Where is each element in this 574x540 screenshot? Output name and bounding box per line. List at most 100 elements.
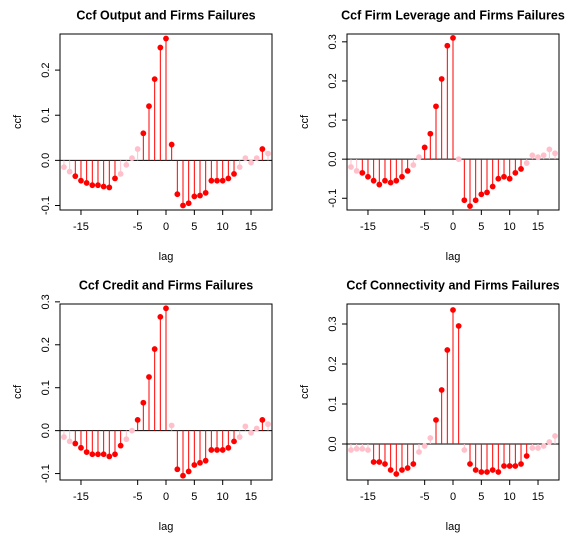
point [540, 152, 547, 159]
point [421, 443, 428, 449]
point [197, 192, 203, 199]
point [506, 175, 513, 182]
point [185, 200, 192, 207]
x-axis-label: lag [159, 521, 174, 533]
point [353, 445, 360, 452]
chart-title: Ccf Output and Firms Failures [76, 8, 255, 22]
point [180, 472, 186, 479]
point [365, 447, 371, 453]
point [546, 439, 553, 445]
point [348, 447, 354, 453]
point [404, 465, 411, 471]
chart-title: Ccf Firm Leverage and Firms Failures [341, 8, 565, 22]
point [376, 181, 383, 188]
x-tick-label: -5 [133, 221, 143, 233]
point [168, 141, 175, 148]
x-tick-label: 5 [478, 221, 484, 233]
point [185, 468, 192, 475]
point [370, 459, 377, 465]
point [540, 443, 547, 449]
point [225, 444, 232, 451]
y-tick-label: 0.0 [40, 153, 52, 168]
point [444, 42, 451, 49]
point [489, 467, 496, 473]
point [151, 346, 158, 352]
point [416, 154, 422, 161]
point [393, 177, 400, 184]
y-axis-label: ccf [299, 384, 311, 399]
y-tick-label: 0.3 [327, 316, 339, 331]
point [174, 191, 181, 198]
point [444, 347, 451, 353]
x-tick-label: 5 [191, 221, 197, 233]
point [518, 461, 524, 467]
point [78, 177, 84, 184]
x-tick-label: 15 [245, 221, 257, 233]
y-tick-label: 0.2 [327, 356, 339, 371]
point [472, 197, 479, 204]
point [478, 469, 485, 475]
point [242, 155, 249, 162]
point [427, 130, 434, 137]
point [523, 453, 530, 459]
point [399, 467, 405, 473]
point [106, 453, 113, 460]
point [202, 457, 209, 464]
point [219, 447, 226, 453]
point [370, 177, 377, 184]
point [359, 169, 366, 176]
point [61, 164, 67, 171]
point [231, 438, 237, 445]
x-tick-label: -15 [360, 221, 376, 233]
point [197, 459, 203, 466]
point [214, 447, 220, 453]
point [529, 445, 536, 451]
point [535, 154, 541, 161]
y-tick-label: 0.0 [40, 423, 52, 438]
point [123, 161, 130, 168]
point [495, 175, 502, 182]
point [421, 144, 428, 151]
point [472, 467, 479, 473]
point [404, 167, 411, 174]
y-axis-label: ccf [299, 114, 311, 129]
point [359, 445, 366, 452]
point [66, 438, 73, 445]
point [140, 130, 147, 137]
point [112, 451, 118, 458]
y-tick-label: 0.2 [327, 73, 339, 88]
point [512, 463, 519, 469]
point [253, 155, 260, 162]
y-tick-label: 0.1 [327, 396, 339, 411]
chart-title: Ccf Connectivity and Firms Failures [346, 278, 559, 292]
x-tick-label: 10 [504, 221, 516, 233]
point [433, 417, 439, 423]
point [134, 417, 141, 423]
point [95, 182, 101, 189]
point [106, 184, 113, 191]
point [484, 189, 490, 196]
point [546, 146, 553, 153]
point [61, 434, 67, 440]
y-tick-label: -0.1 [40, 196, 52, 215]
point [259, 417, 266, 423]
point [376, 459, 383, 465]
point [265, 150, 271, 157]
point [535, 445, 541, 451]
point [208, 177, 215, 184]
point [123, 436, 130, 443]
point [140, 399, 147, 406]
y-tick-label: 0.0 [327, 152, 339, 167]
point [518, 166, 524, 172]
point [146, 103, 152, 110]
point [242, 423, 249, 430]
point [387, 467, 394, 473]
point [83, 449, 90, 455]
point [438, 76, 445, 82]
point [450, 35, 456, 41]
point [191, 193, 198, 200]
point [225, 175, 232, 182]
point [438, 387, 445, 393]
x-tick-label: 5 [478, 491, 484, 503]
y-tick-label: -0.1 [327, 189, 339, 208]
